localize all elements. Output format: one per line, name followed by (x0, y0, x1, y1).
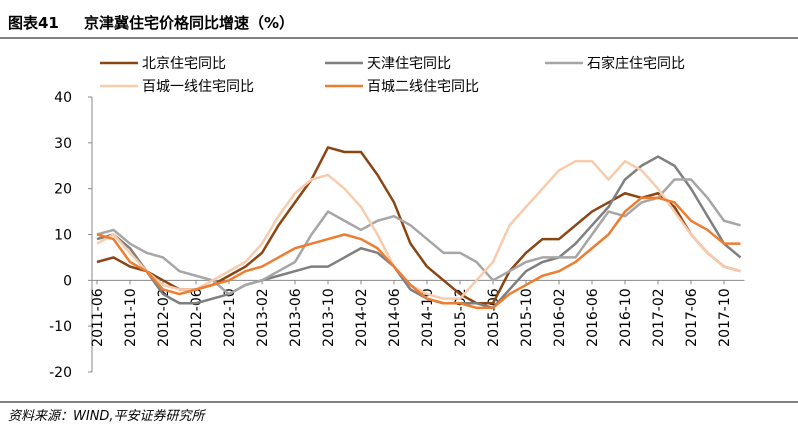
y-tick-label: 10 (54, 228, 72, 244)
source: 资料来源：WIND,平安证券研究所 (8, 408, 207, 424)
x-tick-label: 2012-02 (156, 288, 172, 347)
figure-label: 图表41 (8, 14, 59, 32)
x-tick-label: 2014-10 (420, 288, 436, 347)
legend-label: 北京住宅同比 (142, 56, 226, 72)
x-tick-label: 2017-10 (717, 288, 733, 347)
chart-title: 京津冀住宅价格同比增速（%） (84, 14, 294, 32)
legend-label: 百城二线住宅同比 (367, 79, 479, 95)
legend-label: 百城一线住宅同比 (142, 79, 254, 95)
x-tick-label: 2014-06 (387, 288, 403, 347)
series-line (96, 196, 741, 310)
x-tick-label: 2015-10 (519, 288, 535, 347)
x-tick-label: 2013-06 (288, 288, 304, 347)
series-line (96, 178, 741, 296)
x-tick-label: 2013-02 (255, 288, 271, 347)
x-tick-label: 2016-10 (618, 288, 634, 347)
x-tick-label: 2015-06 (486, 288, 502, 347)
y-tick-label: 40 (54, 90, 72, 106)
x-tick-label: 2011-10 (123, 288, 139, 347)
series-line (96, 159, 741, 300)
y-tick-label: -10 (49, 319, 72, 335)
y-tick-label: -20 (49, 365, 72, 381)
x-tick-label: 2011-06 (90, 288, 106, 347)
series-line (96, 155, 742, 310)
x-tick-label: 2017-06 (684, 288, 700, 347)
x-tick-label: 2017-02 (651, 288, 667, 347)
x-tick-label: 2016-02 (552, 288, 568, 347)
x-tick-label: 2014-02 (354, 288, 370, 347)
y-tick-label: 30 (54, 136, 72, 152)
legend-label: 石家庄住宅同比 (587, 55, 685, 72)
legend-label: 天津住宅同比 (367, 56, 451, 72)
x-tick-label: 2013-10 (321, 288, 337, 347)
x-tick-label: 2012-06 (189, 288, 205, 347)
y-tick-label: 20 (54, 182, 72, 198)
x-tick-label: 2012-10 (222, 288, 238, 347)
y-tick-label: 0 (63, 273, 72, 289)
x-tick-label: 2016-06 (585, 288, 601, 347)
